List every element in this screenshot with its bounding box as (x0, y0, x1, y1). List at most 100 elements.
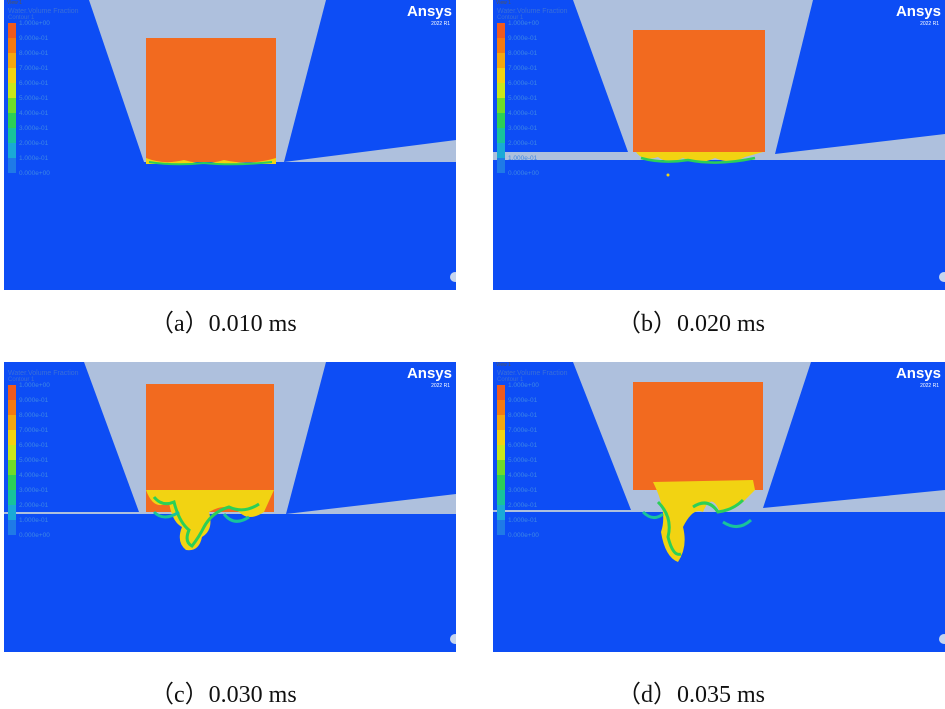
colorbar-title: Water.Volume Fraction (497, 370, 568, 377)
colorbar-swatch (8, 460, 16, 475)
colorbar-tick-label: 5.000e-01 (19, 457, 49, 464)
colorbar-swatch (497, 158, 505, 173)
colorbar-swatch (497, 113, 505, 128)
colorbar-tick-label: 2.000e-01 (508, 502, 538, 509)
colorbar-tick-label: 7.000e-01 (19, 65, 49, 72)
colorbar-swatch (8, 158, 16, 173)
colorbar-swatch (497, 475, 505, 490)
view-control-icon[interactable] (450, 272, 456, 282)
colorbar-tick-label: 4.000e-01 (19, 472, 49, 479)
view-label: View 1 (7, 0, 22, 6)
colorbar-tick-label: 8.000e-01 (508, 412, 538, 419)
colorbar-swatch (8, 490, 16, 505)
simulation-field-a (4, 0, 456, 290)
colorbar-tick-label: 6.000e-01 (19, 80, 49, 87)
colorbar-swatch (497, 128, 505, 143)
colorbar-subtitle: Contour 1 (497, 15, 524, 21)
ansys-logo: Ansys (406, 3, 452, 20)
colorbar-swatch (497, 505, 505, 520)
colorbar-tick-label: 2.000e-01 (508, 140, 538, 147)
colorbar-swatch (497, 520, 505, 535)
colorbar-swatch (497, 460, 505, 475)
colorbar-tick-label: 9.000e-01 (19, 397, 49, 404)
colorbar-ticks: 1.000e+00 9.000e-01 8.000e-01 7.000e-01 6.00… (508, 382, 539, 548)
colorbar-tick-label: 0.000e+00 (508, 170, 539, 177)
colorbar-swatch (8, 113, 16, 128)
colorbar-tick-label: 4.000e-01 (19, 110, 49, 117)
view-control-icon[interactable] (450, 634, 456, 644)
colorbar-swatch (8, 400, 16, 415)
colorbar-tick-label: 3.000e-01 (19, 487, 49, 494)
colorbar-swatch (497, 430, 505, 445)
colorbar-swatch (8, 68, 16, 83)
colorbar-title: Water.Volume Fraction (8, 370, 79, 377)
colorbar-swatch (8, 385, 16, 400)
colorbar-ticks: 1.000e+00 9.000e-01 8.000e-01 7.000e-01 6.00… (19, 20, 50, 186)
colorbar-tick-label: 6.000e-01 (19, 442, 49, 449)
ansys-logo: Ansys (895, 365, 941, 382)
colorbar-ticks: 1.000e+00 9.000e-01 8.000e-01 7.000e-01 6.00… (19, 382, 50, 548)
colorbar-subtitle: Contour 1 (8, 15, 35, 21)
ansys-logo: Ansys (895, 3, 941, 20)
colorbar-tick-label: 3.000e-01 (19, 125, 49, 132)
colorbar (8, 23, 16, 173)
colorbar-tick-label: 4.000e-01 (508, 110, 538, 117)
colorbar-tick-label: 9.000e-01 (508, 397, 538, 404)
colorbar-tick-label: 8.000e-01 (19, 50, 49, 57)
colorbar-tick-label: 7.000e-01 (508, 427, 538, 434)
colorbar-tick-label: 5.000e-01 (508, 457, 538, 464)
colorbar-tick-label: 1.000e+00 (19, 20, 50, 27)
caption-b: （b）0.020 ms (617, 311, 766, 337)
colorbar-tick-label: 7.000e-01 (508, 65, 538, 72)
colorbar (497, 23, 505, 173)
colorbar-tick-label: 1.000e+00 (508, 382, 539, 389)
colorbar-tick-label: 1.000e-01 (508, 517, 538, 524)
colorbar-swatch (497, 445, 505, 460)
colorbar-tick-label: 7.000e-01 (19, 427, 49, 434)
colorbar-tick-label: 3.000e-01 (508, 125, 538, 132)
colorbar-swatch (8, 53, 16, 68)
colorbar-swatch (497, 143, 505, 158)
colorbar-title: Water.Volume Fraction (8, 8, 79, 15)
colorbar-tick-label: 1.000e+00 (508, 20, 539, 27)
view-control-icon[interactable] (939, 634, 945, 644)
colorbar-swatch (8, 415, 16, 430)
view-control-icon[interactable] (939, 272, 945, 282)
colorbar-tick-label: 2.000e-01 (19, 140, 49, 147)
panel-b: View 1 Water.Volume Fraction Contour 1 1… (493, 0, 945, 290)
colorbar-tick-label: 5.000e-01 (19, 95, 49, 102)
colorbar-tick-label: 0.000e+00 (19, 532, 50, 539)
caption-a: （a）0.010 ms (150, 311, 297, 337)
colorbar-tick-label: 9.000e-01 (508, 35, 538, 42)
colorbar-swatch (8, 520, 16, 535)
colorbar-swatch (497, 385, 505, 400)
colorbar-subtitle: Contour 1 (8, 377, 35, 383)
colorbar-swatch (497, 83, 505, 98)
ansys-logo: Ansys (406, 365, 452, 382)
colorbar-swatch (8, 505, 16, 520)
colorbar-tick-label: 8.000e-01 (19, 412, 49, 419)
colorbar-tick-label: 1.000e+00 (19, 382, 50, 389)
colorbar-swatch (8, 475, 16, 490)
caption-d: （d）0.035 ms (617, 682, 766, 708)
colorbar-swatch (8, 23, 16, 38)
colorbar-swatch (497, 23, 505, 38)
simulation-field-d (493, 362, 945, 652)
colorbar-tick-label: 5.000e-01 (508, 95, 538, 102)
panel-a: View 1 Water.Volume Fraction Contour 1 1… (4, 0, 456, 290)
panel-c: Water.Volume Fraction Contour 1 1.000e+0… (4, 362, 456, 652)
colorbar-swatch (497, 400, 505, 415)
view-label: View 1 (496, 362, 511, 368)
ansys-version: 2022 R1 (431, 21, 450, 27)
colorbar-tick-label: 4.000e-01 (508, 472, 538, 479)
colorbar-swatch (497, 38, 505, 53)
colorbar-swatch (8, 83, 16, 98)
colorbar-ticks: 1.000e+00 9.000e-01 8.000e-01 7.000e-01 6.00… (508, 20, 539, 186)
colorbar-swatch (8, 98, 16, 113)
colorbar-tick-label: 8.000e-01 (508, 50, 538, 57)
colorbar (8, 385, 16, 535)
caption-c: （c）0.030 ms (150, 682, 297, 708)
colorbar-tick-label: 1.000e-01 (19, 517, 49, 524)
colorbar-tick-label: 6.000e-01 (508, 80, 538, 87)
colorbar (497, 385, 505, 535)
